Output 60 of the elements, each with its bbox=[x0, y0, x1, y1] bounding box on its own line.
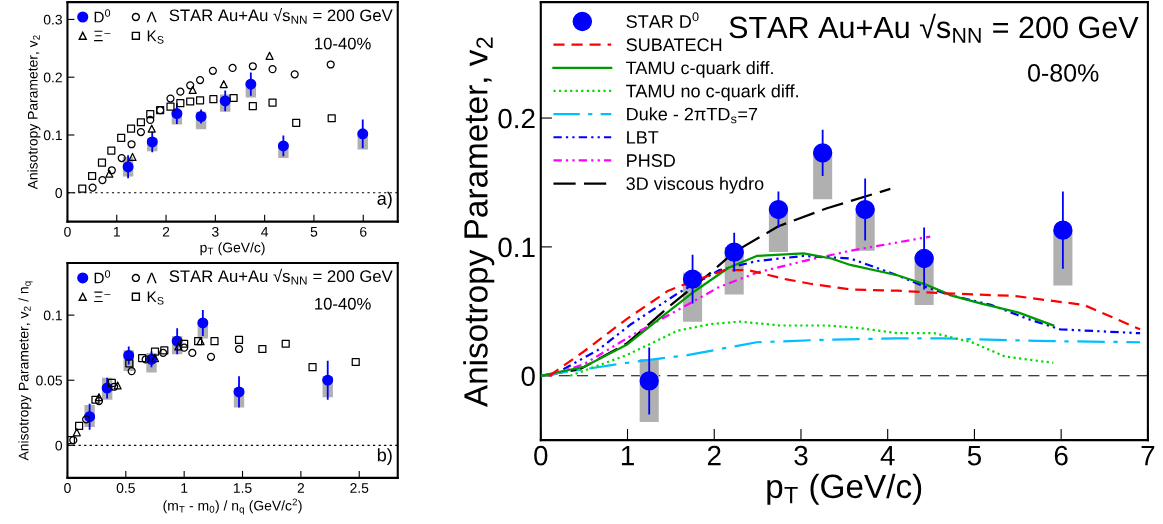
x-tick-label: 1.5 bbox=[233, 483, 252, 493]
legend-label: Λ bbox=[146, 272, 157, 284]
legend-label: TAMU no c-quark diff. bbox=[626, 84, 798, 102]
x-tick-label: 5 bbox=[967, 446, 981, 466]
annotation: 10-40% bbox=[315, 297, 371, 310]
x-tick-label: 0 bbox=[534, 445, 548, 466]
y-tick-label: 0 bbox=[55, 188, 63, 198]
legend-label: 3D viscous hydro bbox=[626, 176, 764, 194]
legend-label: Ξ⁻ bbox=[94, 30, 111, 42]
y-tick-label: 0.1 bbox=[43, 310, 62, 321]
legend-label: K$_{S}$ bbox=[147, 291, 164, 305]
y-tick-label: 0.2 bbox=[498, 108, 535, 129]
x-tick-label: 7 bbox=[1141, 446, 1155, 466]
legend-label: Ξ⁻ bbox=[94, 291, 111, 303]
x-tick-label: 3 bbox=[794, 445, 808, 466]
legend-label: K$_{S}$ bbox=[147, 30, 164, 44]
legend-label: LBT bbox=[627, 131, 659, 144]
x-tick-label: 4 bbox=[261, 227, 269, 237]
y-tick-label: 0.1 bbox=[43, 130, 62, 141]
x-tick-label: 6 bbox=[360, 226, 367, 237]
annotation: a) bbox=[377, 191, 392, 209]
annotation: 10-40% bbox=[315, 37, 371, 50]
y-tick-label: 0 bbox=[521, 366, 535, 387]
text: (m$_{T}$ - m$_{0}$) / n$_{q}$ (GeV/c$^{2}$) bbox=[163, 498, 302, 515]
x-tick-label: 1 bbox=[181, 483, 188, 493]
annotation: b) bbox=[377, 448, 392, 465]
legend-label: D$^{0}$ bbox=[94, 270, 111, 284]
x-tick-label: 5 bbox=[310, 227, 318, 237]
y-tick-label: 0.3 bbox=[43, 14, 62, 25]
annotation: STAR Au+Au √s$_{NN}$ = 200 GeV bbox=[729, 13, 1139, 43]
legend-label: PHSD bbox=[627, 154, 675, 167]
x-tick-label: 2 bbox=[707, 445, 721, 466]
annotation: STAR Au+Au √s$_{NN}$ = 200 GeV bbox=[169, 7, 393, 24]
annotation: STAR Au+Au √s$_{NN}$ = 200 GeV bbox=[169, 268, 393, 285]
y-axis-title: Anisotropy Parameter, v$_{2}$ bbox=[463, 37, 495, 408]
legend-label: SUBATECH bbox=[626, 38, 722, 52]
x-tick-label: 6 bbox=[1054, 445, 1068, 466]
x-tick-label: 2 bbox=[297, 483, 305, 493]
y-tick-label: 0.05 bbox=[36, 375, 63, 386]
y-axis-title: Anisotropy Parameter, v$_{2}$ bbox=[27, 35, 41, 190]
legend-label: Duke - 2πTD$_{s}$=7 bbox=[627, 107, 758, 124]
annotation: 0-80% bbox=[1028, 64, 1099, 82]
x-tick-label: 0.5 bbox=[116, 483, 135, 493]
legend-label: Λ bbox=[146, 11, 157, 23]
x-axis-title: p$_{T}$ (GeV/c) bbox=[767, 473, 922, 505]
x-axis-title: p$_{T}$ (GeV/c) bbox=[200, 242, 265, 256]
y-tick-label: 0.1 bbox=[498, 237, 535, 258]
x-tick-label: 1 bbox=[113, 227, 120, 237]
x-tick-label: 2.5 bbox=[350, 483, 369, 493]
x-tick-label: 1 bbox=[621, 446, 634, 466]
x-tick-label: 0 bbox=[64, 226, 71, 237]
y-tick-label: 0.2 bbox=[43, 72, 62, 83]
legend-label: D$^{0}$ bbox=[94, 9, 111, 23]
x-tick-label: 0 bbox=[64, 483, 71, 493]
legend-label: TAMU c-quark diff. bbox=[626, 61, 773, 78]
x-tick-label: 4 bbox=[880, 446, 895, 466]
y-axis-title: Anisotropy Parameter, v$_{2}$ / n$_{q}$ bbox=[18, 281, 33, 461]
x-tick-label: 3 bbox=[212, 226, 219, 237]
x-tick-label: 2 bbox=[162, 226, 170, 237]
legend-label: STAR D$^{0}$ bbox=[626, 12, 699, 28]
